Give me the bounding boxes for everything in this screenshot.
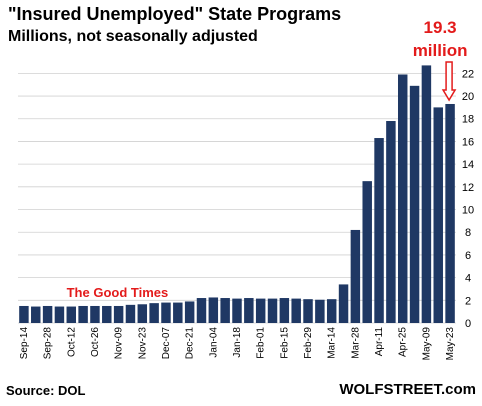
bar	[350, 229, 361, 323]
bar	[220, 298, 230, 323]
y-axis-ticks: 0 2 4 6 8 10 12 14 16 18 20 22	[462, 68, 474, 330]
bar	[244, 298, 254, 323]
x-tick-label: Mar-28	[350, 327, 361, 359]
x-tick-label: Nov-09	[114, 327, 125, 360]
x-tick-label: Jan-04	[208, 327, 219, 358]
annotation-value: 19.3	[424, 18, 457, 37]
bar	[196, 298, 207, 323]
bar	[397, 74, 408, 323]
bar	[232, 298, 242, 323]
bar	[386, 121, 396, 323]
annotation-good-times: The Good Times	[67, 285, 169, 300]
bar	[137, 304, 148, 323]
x-tick-label: Jan-18	[232, 327, 243, 358]
bar	[173, 302, 183, 323]
bar	[66, 306, 77, 323]
bar	[19, 305, 29, 323]
y-tick-label: 20	[462, 91, 474, 103]
bar	[374, 138, 384, 323]
x-tick-label: Apr-11	[374, 327, 385, 357]
x-tick-label: Feb-15	[279, 327, 290, 359]
y-tick-label: 22	[462, 68, 474, 80]
bar	[315, 299, 325, 323]
bar	[303, 299, 313, 323]
bar	[326, 299, 337, 323]
x-tick-label: Feb-01	[256, 327, 267, 359]
y-tick-label: 18	[462, 114, 474, 126]
bar	[208, 297, 219, 323]
bar	[291, 298, 301, 323]
y-tick-label: 12	[462, 182, 474, 194]
x-tick-label: May-09	[421, 327, 432, 361]
x-tick-label: Oct-26	[90, 327, 101, 357]
y-tick-label: 16	[462, 136, 474, 148]
bar	[421, 65, 432, 323]
bar	[102, 305, 112, 323]
brand-label: WOLFSTREET.com	[339, 381, 476, 398]
x-axis-ticks: Sep-14 Sep-28 Oct-12 Oct-26 Nov-09 Nov-23 Dec-…	[19, 327, 456, 361]
x-tick-label: May-23	[445, 327, 456, 361]
bar	[184, 301, 195, 323]
x-tick-label: Dec-07	[161, 327, 172, 360]
bar	[54, 306, 65, 323]
bars	[19, 65, 455, 324]
annotations: The Good Times 19.3 million	[67, 18, 468, 300]
bar	[267, 298, 278, 323]
bar	[42, 305, 53, 323]
y-tick-label: 0	[465, 318, 471, 330]
bar	[113, 305, 124, 323]
x-tick-label: Oct-12	[66, 327, 77, 357]
x-tick-label: Sep-28	[43, 327, 54, 360]
bar	[149, 303, 159, 323]
y-tick-label: 8	[465, 227, 471, 239]
bar	[409, 85, 420, 323]
bar	[161, 302, 171, 323]
x-tick-label: Dec-21	[185, 327, 196, 360]
x-tick-label: Nov-23	[137, 327, 148, 360]
x-tick-label: Feb-29	[303, 327, 314, 359]
y-tick-label: 10	[462, 205, 474, 217]
y-tick-label: 6	[465, 250, 471, 262]
annotation-arrow	[441, 61, 457, 102]
chart-subtitle: Millions, not seasonally adjusted	[8, 28, 258, 45]
bar	[90, 305, 100, 323]
x-tick-label: Sep-14	[19, 327, 30, 360]
bar	[362, 181, 372, 323]
x-tick-label: Apr-25	[398, 327, 409, 357]
bar	[338, 284, 349, 323]
bar	[31, 306, 41, 323]
bar	[255, 298, 266, 323]
source-label: Source: DOL	[6, 383, 86, 398]
x-tick-label: Mar-14	[327, 327, 338, 359]
bar	[125, 304, 136, 323]
y-tick-label: 2	[465, 295, 471, 307]
bar	[433, 107, 443, 324]
chart-title: "Insured Unemployed" State Programs	[8, 4, 342, 24]
y-tick-label: 4	[465, 273, 471, 285]
annotation-unit: million	[413, 41, 468, 60]
bar	[78, 305, 88, 323]
bar	[445, 103, 455, 323]
y-tick-label: 14	[462, 159, 474, 171]
bar	[279, 298, 290, 323]
